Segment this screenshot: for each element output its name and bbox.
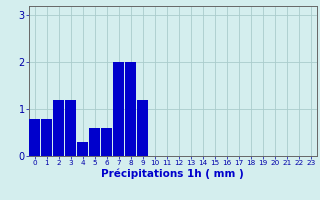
Bar <box>125 62 136 156</box>
Bar <box>65 100 76 156</box>
Bar <box>89 128 100 156</box>
Bar <box>29 118 40 156</box>
Bar <box>113 62 124 156</box>
Bar <box>101 128 112 156</box>
X-axis label: Précipitations 1h ( mm ): Précipitations 1h ( mm ) <box>101 169 244 179</box>
Bar <box>77 142 88 156</box>
Bar <box>41 118 52 156</box>
Bar <box>53 100 64 156</box>
Bar <box>137 100 148 156</box>
